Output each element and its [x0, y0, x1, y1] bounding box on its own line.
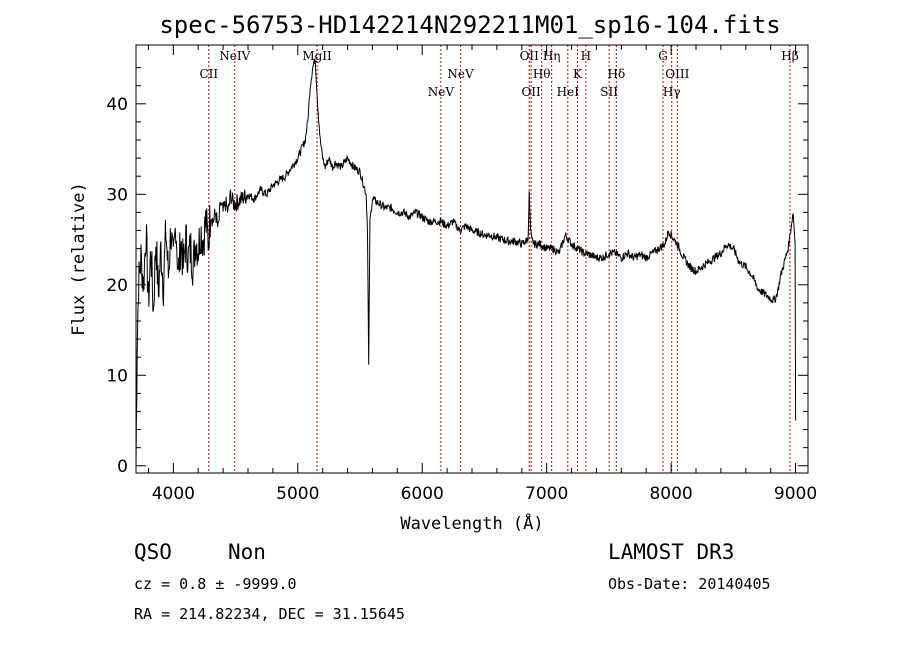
coordinates-readout: RA = 214.82234, DEC = 31.15645 — [134, 605, 405, 623]
y-tick-label: 10 — [106, 366, 128, 386]
y-tick-label: 30 — [106, 185, 128, 205]
emission-line-label: SII — [600, 85, 618, 99]
x-axis-label: Wavelength (Å) — [400, 512, 543, 534]
x-tick-label: 4000 — [152, 484, 195, 504]
y-axis-ticks: 0 10 20 30 40 — [106, 67, 808, 477]
emission-line-label: OII — [521, 85, 541, 99]
emission-line-label: HeI — [557, 85, 580, 99]
plot-frame — [135, 44, 809, 474]
emission-line-label: NeV — [447, 67, 474, 81]
x-tick-label: 8000 — [649, 484, 692, 504]
emission-line-label: H — [581, 49, 591, 63]
emission-line-label: CII — [199, 67, 218, 81]
x-axis-ticks: 4000 5000 6000 7000 8000 9000 — [147, 45, 817, 504]
object-subclass: Non — [228, 540, 266, 564]
y-tick-label: 0 — [117, 457, 128, 477]
emission-line-label: OII — [520, 49, 540, 63]
survey-name: LAMOST DR3 — [608, 540, 734, 564]
emission-line-label: Hβ — [781, 49, 798, 63]
emission-line-label: K — [573, 67, 583, 81]
emission-line-label: Hη — [543, 49, 561, 63]
y-tick-label: 20 — [106, 276, 128, 296]
emission-line-label: G — [658, 49, 668, 63]
x-tick-label: 6000 — [401, 484, 444, 504]
emission-line-label: OIII — [665, 67, 689, 81]
emission-line-label: Hθ — [533, 67, 551, 81]
emission-line-label: MgII — [302, 49, 332, 63]
x-tick-label: 9000 — [774, 484, 817, 504]
emission-line-label: Hγ — [663, 85, 681, 99]
emission-line-markers — [208, 45, 791, 473]
x-tick-label: 5000 — [276, 484, 319, 504]
object-class: QSO — [134, 540, 172, 564]
x-tick-label: 7000 — [525, 484, 568, 504]
emission-line-label: NeV — [428, 85, 455, 99]
observation-date: Obs-Date: 20140405 — [608, 575, 771, 593]
spectrum-line — [135, 58, 797, 467]
emission-line-label: Hδ — [608, 67, 626, 81]
chart-title: spec-56753-HD142214N292211M01_sp16-104.f… — [159, 11, 780, 39]
emission-line-label: NeIV — [219, 49, 250, 63]
y-tick-label: 40 — [106, 95, 128, 115]
redshift-readout: cz = 0.8 ± -9999.0 — [134, 575, 297, 593]
y-axis-label: Flux (relative) — [69, 182, 89, 336]
